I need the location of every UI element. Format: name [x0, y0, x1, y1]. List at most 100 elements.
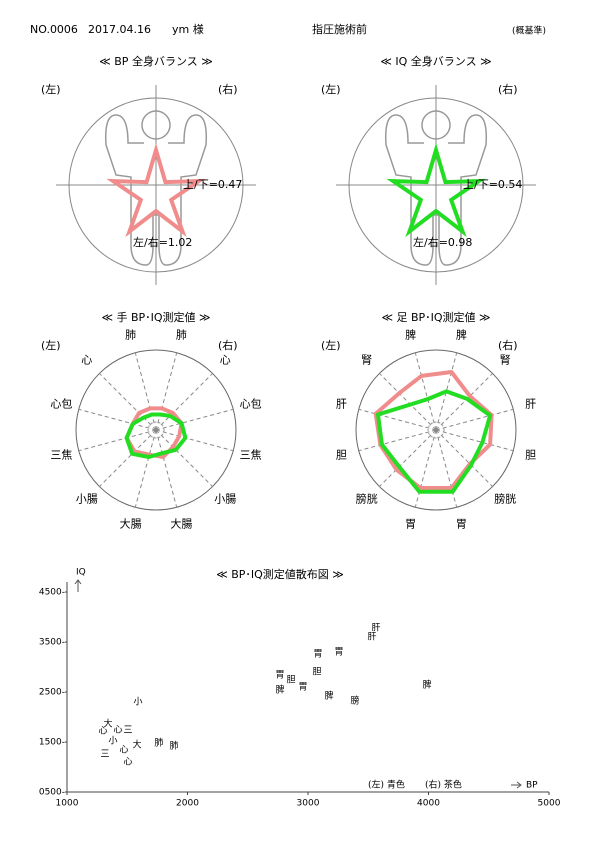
right-label: (右)	[498, 338, 518, 352]
inner-circle	[427, 421, 445, 439]
point-label: 三	[123, 726, 132, 736]
point-label: 胆	[287, 675, 296, 686]
x-tick-label: 5000	[538, 799, 561, 809]
spoke	[155, 352, 178, 431]
right-label: (右)	[218, 82, 238, 96]
panel-title: ≪ 手 BP･IQ測定値 ≫	[101, 310, 210, 324]
axis-label: 脾	[405, 327, 416, 341]
outer-circle	[355, 349, 517, 511]
left-label: (左)	[321, 83, 341, 96]
spoke	[155, 429, 234, 452]
axis-label: 胆	[336, 448, 347, 461]
point-label: 小	[109, 736, 118, 747]
axis-label: 膀胱	[494, 491, 516, 505]
axis-label: 肺	[176, 328, 187, 341]
spoke	[155, 408, 234, 431]
figure	[384, 110, 488, 266]
axis-label: 肝	[336, 398, 347, 411]
outer-circle	[75, 349, 237, 511]
point-label: 胆	[313, 667, 322, 678]
body	[384, 114, 488, 266]
spoke	[155, 429, 178, 508]
session: 指圧施術前	[312, 22, 367, 36]
axis-label: 肝	[525, 398, 536, 411]
point-label: 胃	[313, 649, 322, 660]
axis-label: 胆	[525, 448, 536, 461]
axis-label: 小腸	[214, 492, 236, 505]
up-down-ratio: 上/下=0.47	[183, 178, 242, 191]
body	[104, 114, 208, 266]
spoke	[134, 352, 157, 431]
left-label: (左)	[41, 83, 61, 96]
y-axis-label: IQ	[76, 568, 86, 578]
axis-label: 三焦	[240, 448, 262, 461]
spoke	[99, 373, 157, 431]
point-label: 肺	[169, 741, 178, 752]
axis-label: 腎	[500, 354, 511, 367]
spoke	[435, 429, 514, 452]
y-tick-label: 4500-	[39, 588, 65, 598]
point-label: 肝	[367, 632, 376, 643]
inner-circle	[147, 421, 165, 439]
axis-label: 心	[81, 354, 92, 367]
spoke	[155, 429, 213, 487]
client-name: ym 様	[172, 22, 204, 36]
head	[141, 110, 171, 140]
spoke	[435, 408, 514, 431]
spoke	[379, 373, 437, 431]
axis-label: 大腸	[170, 517, 192, 531]
radar-line	[124, 412, 188, 459]
y-arrow	[74, 579, 82, 592]
point-label: 胃	[334, 647, 343, 658]
point-label: 膀	[350, 695, 359, 707]
point-label: 三	[100, 750, 109, 760]
point-label: 脾	[423, 679, 432, 691]
date: 2017.04.16	[88, 23, 151, 36]
y-tick-label: 2500-	[39, 688, 65, 698]
spoke	[78, 429, 157, 452]
y-tick-label: 3500-	[39, 638, 65, 648]
point-label: 小	[133, 697, 142, 708]
point-label: 胃	[276, 670, 285, 681]
x-tick-label: 3000	[297, 799, 320, 809]
left-right-ratio: 左/右=0.98	[413, 235, 472, 249]
spoke	[155, 373, 213, 431]
axis-label: 心包	[240, 398, 262, 411]
point-label: 肝	[371, 623, 380, 634]
axis-label: 膀胱	[356, 491, 378, 505]
right-label: (右)	[498, 82, 518, 96]
axis-label: 胃	[405, 518, 416, 531]
panel-title: ≪ IQ 全身バランス ≫	[380, 54, 491, 68]
radar-line	[373, 370, 494, 490]
chart-title: ≪ BP･IQ測定値散布図 ≫	[216, 567, 344, 581]
spoke	[414, 352, 437, 431]
spoke	[358, 429, 437, 452]
radar-line	[376, 389, 493, 494]
spoke	[435, 373, 493, 431]
x-arrow	[511, 781, 522, 789]
x-tick-label: 1000	[56, 799, 79, 809]
spoke	[435, 429, 493, 487]
axis-label: 小腸	[76, 492, 98, 505]
point-label: 肺	[154, 738, 163, 749]
point-label: 脾	[276, 684, 285, 696]
legend-entry: (右) 茶色	[425, 779, 462, 791]
point-label: 胃	[299, 682, 308, 693]
point-label: 大	[133, 739, 142, 751]
axis-label: 胃	[456, 518, 467, 531]
head	[421, 110, 451, 140]
axis-label: 三焦	[50, 448, 72, 461]
axis-label: 肺	[125, 328, 136, 341]
balance-star	[106, 142, 206, 238]
left-right-ratio: 左/右=1.02	[133, 235, 192, 249]
axis-label: 腎	[361, 354, 372, 367]
spoke	[358, 408, 437, 431]
left-label: (左)	[41, 339, 61, 352]
axis-label: 大腸	[120, 517, 142, 531]
spoke	[435, 429, 458, 508]
spoke	[379, 429, 437, 487]
note: (概基準)	[512, 25, 546, 37]
figure	[104, 110, 208, 266]
x-axis-label: BP	[526, 781, 538, 791]
